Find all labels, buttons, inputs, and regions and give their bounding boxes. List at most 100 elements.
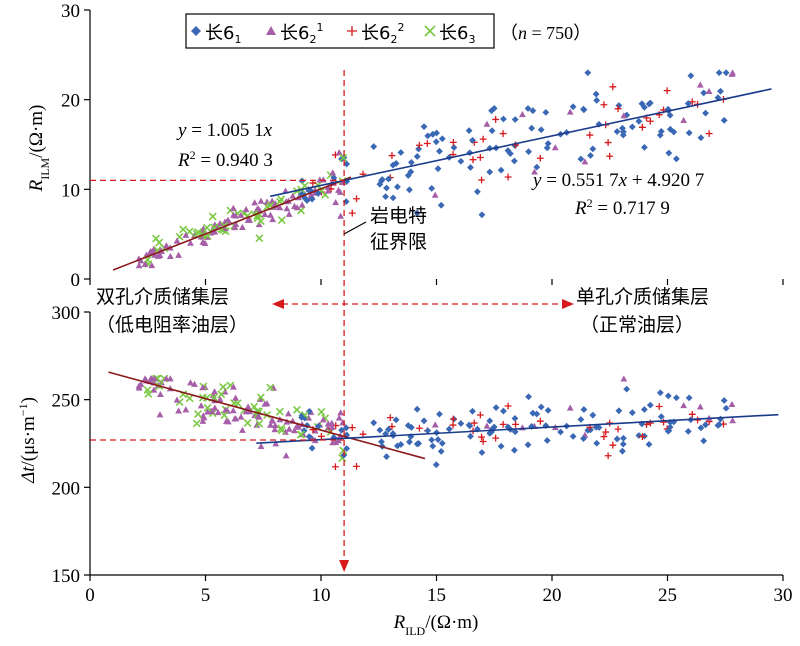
point-marker — [602, 428, 610, 436]
point-marker — [392, 160, 400, 167]
point-marker — [185, 394, 194, 403]
point-marker — [665, 427, 673, 435]
point-marker — [182, 406, 190, 413]
point-marker — [635, 432, 643, 439]
legend-entry: 长61 — [205, 23, 241, 46]
point-marker — [175, 251, 182, 258]
point-marker — [640, 103, 648, 111]
point-marker — [620, 375, 628, 382]
svg-text:y = 1.005 1x: y = 1.005 1x — [176, 120, 273, 141]
point-marker — [266, 26, 276, 35]
x-tick-label: 30 — [774, 585, 793, 606]
point-marker — [715, 69, 723, 77]
point-marker — [436, 410, 443, 418]
point-marker — [308, 444, 316, 452]
point-marker — [191, 26, 201, 36]
point-marker — [476, 154, 484, 161]
point-marker — [600, 433, 608, 440]
point-marker — [404, 172, 412, 179]
point-marker — [604, 139, 612, 146]
point-marker — [297, 430, 306, 439]
point-marker — [348, 209, 356, 217]
point-marker — [434, 165, 442, 173]
point-marker — [282, 452, 290, 459]
point-marker — [269, 215, 277, 223]
point-marker — [700, 89, 708, 97]
point-marker — [285, 425, 293, 432]
point-marker — [592, 90, 600, 98]
point-marker — [705, 87, 713, 94]
point-marker — [388, 423, 396, 430]
point-marker — [533, 163, 541, 171]
point-marker — [524, 105, 532, 112]
point-marker — [479, 438, 487, 445]
point-marker — [473, 188, 481, 196]
point-marker — [431, 421, 439, 428]
bottom-axis-ticks: 0 5 10 15 20 25 30 150 200 250 300 — [52, 303, 793, 606]
point-marker — [413, 405, 421, 413]
point-marker — [614, 425, 622, 433]
point-marker — [646, 401, 654, 409]
point-marker — [194, 410, 203, 419]
point-marker — [728, 400, 736, 408]
x-tick-label: 5 — [201, 585, 211, 606]
point-marker — [413, 209, 421, 217]
point-marker — [465, 127, 473, 135]
point-marker — [717, 415, 724, 423]
point-marker — [298, 201, 306, 208]
point-marker — [166, 375, 174, 382]
point-marker — [614, 105, 622, 113]
point-marker — [665, 149, 673, 157]
point-marker — [204, 408, 211, 415]
point-marker — [476, 411, 484, 419]
point-marker — [478, 433, 485, 441]
point-marker — [397, 149, 405, 156]
boundary-arrowhead-icon — [339, 560, 350, 572]
legend-box — [185, 13, 495, 49]
point-marker — [499, 420, 507, 428]
y-tick-label: 20 — [61, 91, 80, 112]
point-marker — [277, 426, 286, 435]
point-marker — [135, 262, 143, 269]
point-marker — [589, 411, 597, 419]
point-marker — [314, 190, 322, 197]
point-marker — [267, 211, 274, 218]
point-marker — [504, 173, 512, 181]
point-marker — [416, 141, 423, 149]
point-marker — [329, 439, 337, 446]
point-marker — [217, 390, 226, 399]
point-marker — [314, 422, 322, 430]
top-fit-line-2 — [270, 88, 772, 198]
y-tick-label: 250 — [52, 391, 81, 412]
point-marker — [332, 199, 340, 206]
point-marker — [187, 239, 194, 246]
point-marker — [148, 375, 156, 382]
point-marker — [298, 414, 306, 421]
point-marker — [182, 231, 190, 238]
point-marker — [449, 421, 457, 429]
point-marker — [486, 168, 494, 176]
point-marker — [156, 251, 164, 258]
point-marker — [525, 393, 532, 401]
x-tick-label: 25 — [658, 585, 677, 606]
point-marker — [253, 421, 261, 428]
point-marker — [151, 251, 159, 258]
point-marker — [528, 124, 536, 132]
point-marker — [696, 403, 704, 410]
region-arrow-left-icon — [272, 299, 284, 309]
fit-2-equation: y = 0.551 7x + 4.920 7 R2 = 0.717 9 — [531, 170, 704, 219]
point-marker — [628, 409, 636, 417]
point-marker — [437, 201, 445, 209]
point-marker — [483, 120, 491, 127]
point-marker — [283, 205, 291, 212]
point-marker — [413, 440, 421, 448]
point-marker — [231, 415, 239, 422]
point-marker — [187, 379, 194, 386]
point-marker — [208, 407, 216, 415]
y-tick-label: 200 — [52, 478, 81, 499]
bottom-y-axis-title: Δt/(μs·m−1) — [16, 397, 39, 484]
point-marker — [416, 424, 423, 432]
point-marker — [684, 100, 692, 107]
point-marker — [428, 436, 436, 444]
point-marker — [420, 417, 428, 425]
